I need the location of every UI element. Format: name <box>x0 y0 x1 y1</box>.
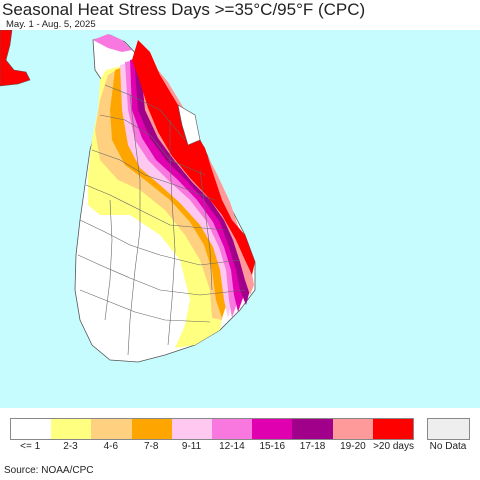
legend-swatch <box>292 419 333 439</box>
date-range: May. 1 - Aug. 5, 2025 <box>6 19 96 30</box>
legend-label: 7-8 <box>143 441 159 452</box>
east-bay <box>177 104 201 146</box>
map-area <box>0 30 480 408</box>
legend-color-bar <box>10 418 414 440</box>
legend-label: 4-6 <box>103 441 119 452</box>
sri-lanka-map <box>0 30 256 363</box>
legend-label: 19-20 <box>340 441 366 452</box>
legend-swatch <box>51 419 92 439</box>
legend-no-data-label: No Data <box>429 441 467 452</box>
legend-label: 2-3 <box>63 441 78 452</box>
legend-swatch <box>91 419 132 439</box>
zone-over-20 <box>132 40 255 275</box>
legend-label: 15-16 <box>259 441 286 452</box>
legend-swatch <box>372 419 414 439</box>
legend-label: <= 1 <box>20 441 41 452</box>
legend: <= 1 2-3 4-6 7-8 9-11 12-14 15-16 17-18 … <box>10 418 470 458</box>
legend-label: 9-11 <box>181 441 202 452</box>
source-credit: Source: NOAA/CPC <box>4 465 94 476</box>
legend-swatch <box>171 419 213 439</box>
legend-swatch <box>11 419 52 439</box>
legend-label: 12-14 <box>219 441 245 452</box>
district-boundaries <box>77 84 246 356</box>
legend-swatch <box>332 419 373 439</box>
legend-swatch <box>131 419 172 439</box>
india-coast <box>0 30 31 87</box>
legend-labels: <= 1 2-3 4-6 7-8 9-11 12-14 15-16 17-18 … <box>10 441 414 452</box>
legend-swatch <box>252 419 293 439</box>
legend-swatch <box>212 419 253 439</box>
legend-no-data-swatch <box>427 418 470 440</box>
legend-label: >20 days <box>373 441 414 452</box>
legend-label: 17-18 <box>299 441 326 452</box>
map-title: Seasonal Heat Stress Days >=35°C/95°F (C… <box>2 0 366 19</box>
north-tip-patch <box>93 34 132 52</box>
